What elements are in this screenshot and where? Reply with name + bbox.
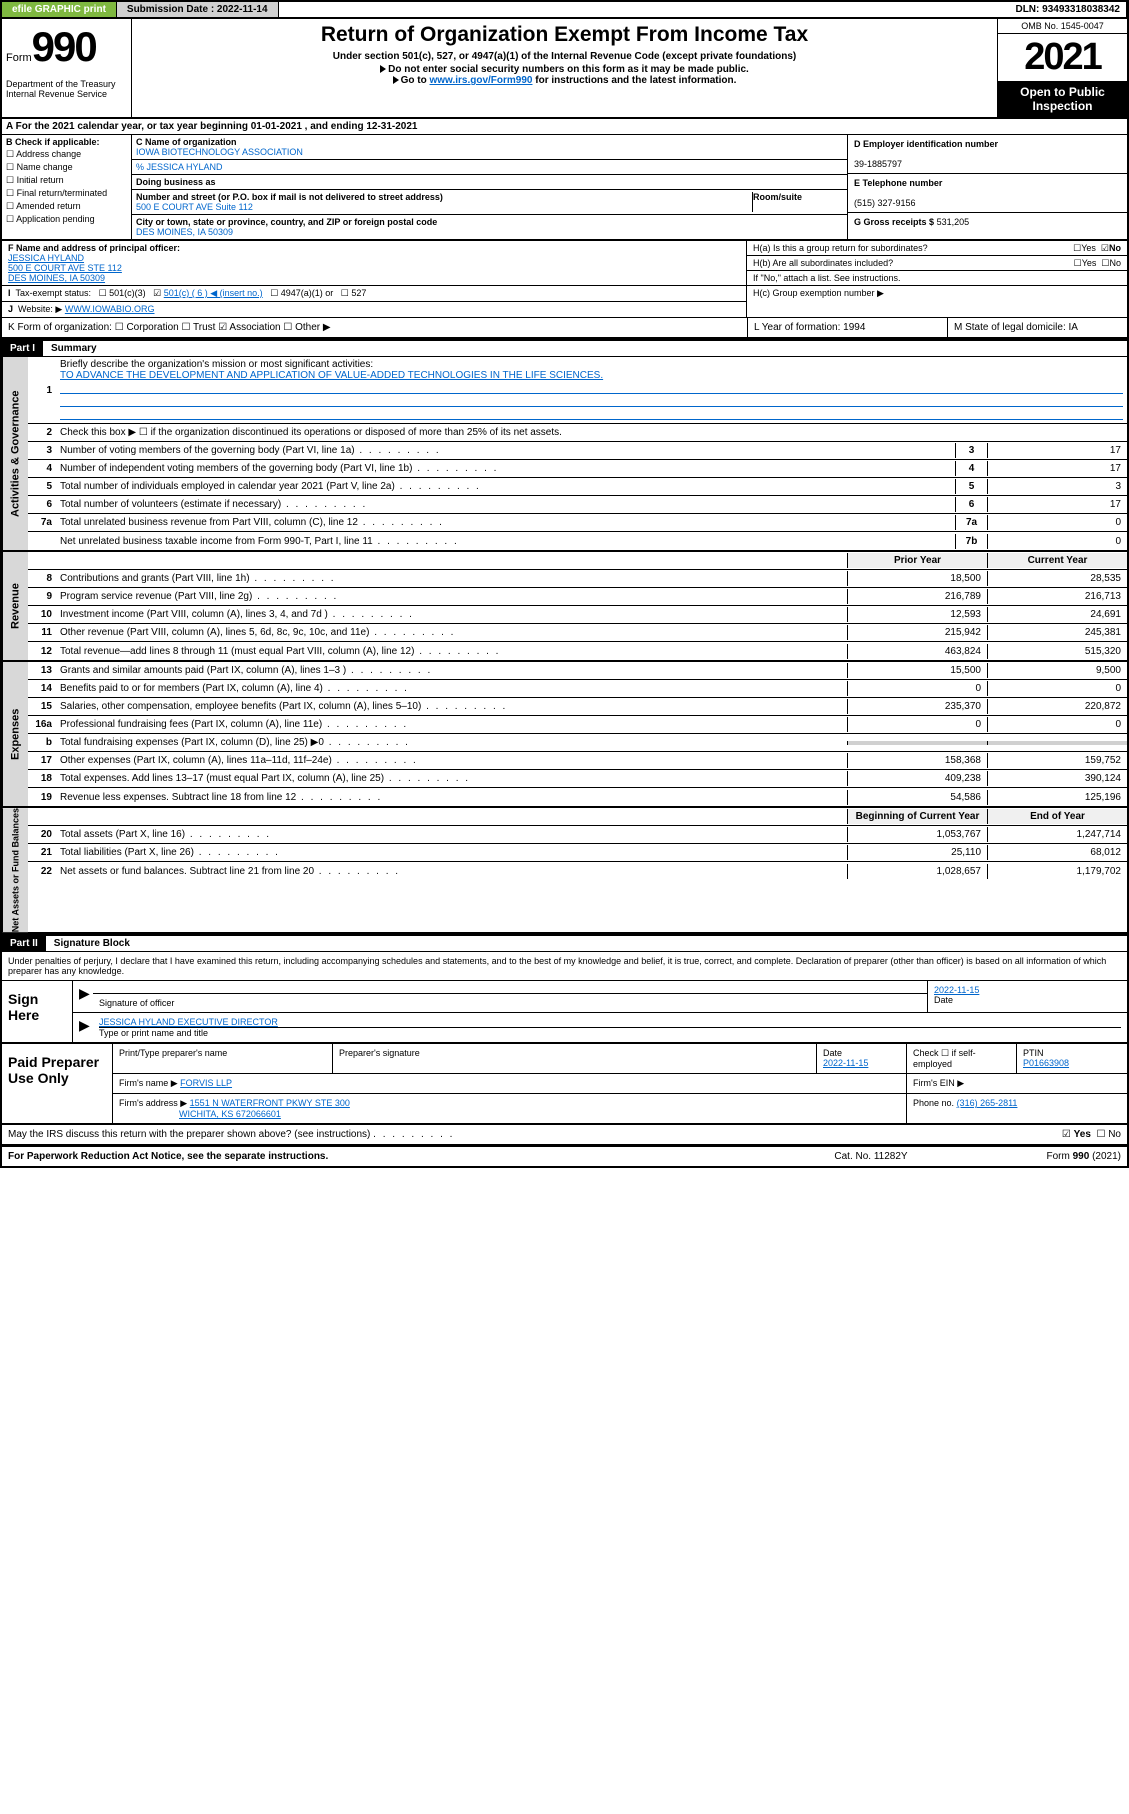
cb-initial-return[interactable]: Initial return <box>6 175 127 186</box>
department-label: Department of the Treasury Internal Reve… <box>6 79 127 99</box>
table-row: 15Salaries, other compensation, employee… <box>28 698 1127 716</box>
table-row: Net unrelated business taxable income fr… <box>28 532 1127 550</box>
cb-app-pending[interactable]: Application pending <box>6 214 127 225</box>
table-row: 19Revenue less expenses. Subtract line 1… <box>28 788 1127 806</box>
part-1-header: Part I <box>2 341 43 356</box>
triangle-icon <box>393 76 399 84</box>
form-number: 990 <box>32 23 96 71</box>
street-address: 500 E COURT AVE Suite 112 <box>136 202 253 212</box>
irs-link[interactable]: www.irs.gov/Form990 <box>429 75 532 86</box>
top-toolbar: efile GRAPHIC print Submission Date : 20… <box>2 2 1127 19</box>
table-row: 20Total assets (Part X, line 16)1,053,76… <box>28 826 1127 844</box>
note-2-post: for instructions and the latest informat… <box>532 75 736 86</box>
row-l: L Year of formation: 1994 <box>747 318 947 337</box>
table-row: 10Investment income (Part VIII, column (… <box>28 606 1127 624</box>
table-row: 14Benefits paid to or for members (Part … <box>28 680 1127 698</box>
table-row: 11Other revenue (Part VIII, column (A), … <box>28 624 1127 642</box>
form-subtitle: Under section 501(c), 527, or 4947(a)(1)… <box>140 51 989 62</box>
mission-text: TO ADVANCE THE DEVELOPMENT AND APPLICATI… <box>60 370 603 381</box>
ein: 39-1885797 <box>854 159 902 169</box>
arrow-icon: ▶ <box>79 985 90 1001</box>
website[interactable]: WWW.IOWABIO.ORG <box>65 304 155 314</box>
table-row: 3Number of voting members of the governi… <box>28 442 1127 460</box>
omb-number: OMB No. 1545-0047 <box>998 19 1127 34</box>
org-name: IOWA BIOTECHNOLOGY ASSOCIATION <box>136 147 303 157</box>
form-label: Form <box>6 52 32 64</box>
table-row: 22Net assets or fund balances. Subtract … <box>28 862 1127 880</box>
gross-receipts: 531,205 <box>937 217 970 227</box>
sign-here-label: Sign Here <box>2 981 72 1042</box>
arrow-icon: ▶ <box>79 1017 90 1033</box>
table-row: 6Total number of volunteers (estimate if… <box>28 496 1127 514</box>
row-a: A For the 2021 calendar year, or tax yea… <box>2 119 1127 135</box>
pra-notice: For Paperwork Reduction Act Notice, see … <box>8 1151 771 1162</box>
table-row: bTotal fundraising expenses (Part IX, co… <box>28 734 1127 752</box>
table-row: 17Other expenses (Part IX, column (A), l… <box>28 752 1127 770</box>
form-header: Form 990 Department of the Treasury Inte… <box>2 19 1127 119</box>
form-footer: Form 990 (2021) <box>971 1151 1121 1162</box>
cat-no: Cat. No. 11282Y <box>771 1151 971 1162</box>
part-2-header: Part II <box>2 936 46 951</box>
phone: (515) 327-9156 <box>854 198 916 208</box>
firm-name: FORVIS LLP <box>180 1078 232 1088</box>
column-b: B Check if applicable: Address change Na… <box>2 135 132 239</box>
discuss-question: May the IRS discuss this return with the… <box>8 1129 370 1140</box>
side-label-expenses: Expenses <box>2 662 28 806</box>
city-address: DES MOINES, IA 50309 <box>136 227 233 237</box>
officer-addr2: DES MOINES, IA 50309 <box>8 273 105 283</box>
submission-date: Submission Date : 2022-11-14 <box>117 2 279 17</box>
care-of: % JESSICA HYLAND <box>136 162 223 172</box>
side-label-governance: Activities & Governance <box>2 357 28 550</box>
dln: DLN: 93493318038342 <box>1009 2 1127 17</box>
officer-addr1: 500 E COURT AVE STE 112 <box>8 263 122 273</box>
table-row: 9Program service revenue (Part VIII, lin… <box>28 588 1127 606</box>
officer-name: JESSICA HYLAND <box>8 253 84 263</box>
table-row: 13Grants and similar amounts paid (Part … <box>28 662 1127 680</box>
triangle-icon <box>380 65 386 73</box>
table-row: 18Total expenses. Add lines 13–17 (must … <box>28 770 1127 788</box>
table-row: 12Total revenue—add lines 8 through 11 (… <box>28 642 1127 660</box>
cb-name-change[interactable]: Name change <box>6 162 127 173</box>
side-label-revenue: Revenue <box>2 552 28 660</box>
cb-amended-return[interactable]: Amended return <box>6 201 127 212</box>
table-row: 21Total liabilities (Part X, line 26)25,… <box>28 844 1127 862</box>
note-1: Do not enter social security numbers on … <box>388 64 749 75</box>
cb-final-return[interactable]: Final return/terminated <box>6 188 127 199</box>
table-row: 8Contributions and grants (Part VIII, li… <box>28 570 1127 588</box>
table-row: 16aProfessional fundraising fees (Part I… <box>28 716 1127 734</box>
signer-name: JESSICA HYLAND EXECUTIVE DIRECTOR <box>99 1017 278 1027</box>
table-row: 5Total number of individuals employed in… <box>28 478 1127 496</box>
row-k: K Form of organization: ☐ Corporation ☐ … <box>2 318 747 337</box>
table-row: 4Number of independent voting members of… <box>28 460 1127 478</box>
form-title: Return of Organization Exempt From Incom… <box>140 23 989 47</box>
note-2-pre: Go to <box>401 75 430 86</box>
row-m: M State of legal domicile: IA <box>947 318 1127 337</box>
efile-button[interactable]: efile GRAPHIC print <box>2 2 117 17</box>
paid-preparer-label: Paid Preparer Use Only <box>2 1044 112 1123</box>
inspection-badge: Open to Public Inspection <box>998 81 1127 117</box>
side-label-net: Net Assets or Fund Balances <box>2 808 28 932</box>
cb-address-change[interactable]: Address change <box>6 149 127 160</box>
perjury-note: Under penalties of perjury, I declare th… <box>2 952 1127 980</box>
table-row: 7aTotal unrelated business revenue from … <box>28 514 1127 532</box>
tax-year: 2021 <box>998 34 1127 81</box>
